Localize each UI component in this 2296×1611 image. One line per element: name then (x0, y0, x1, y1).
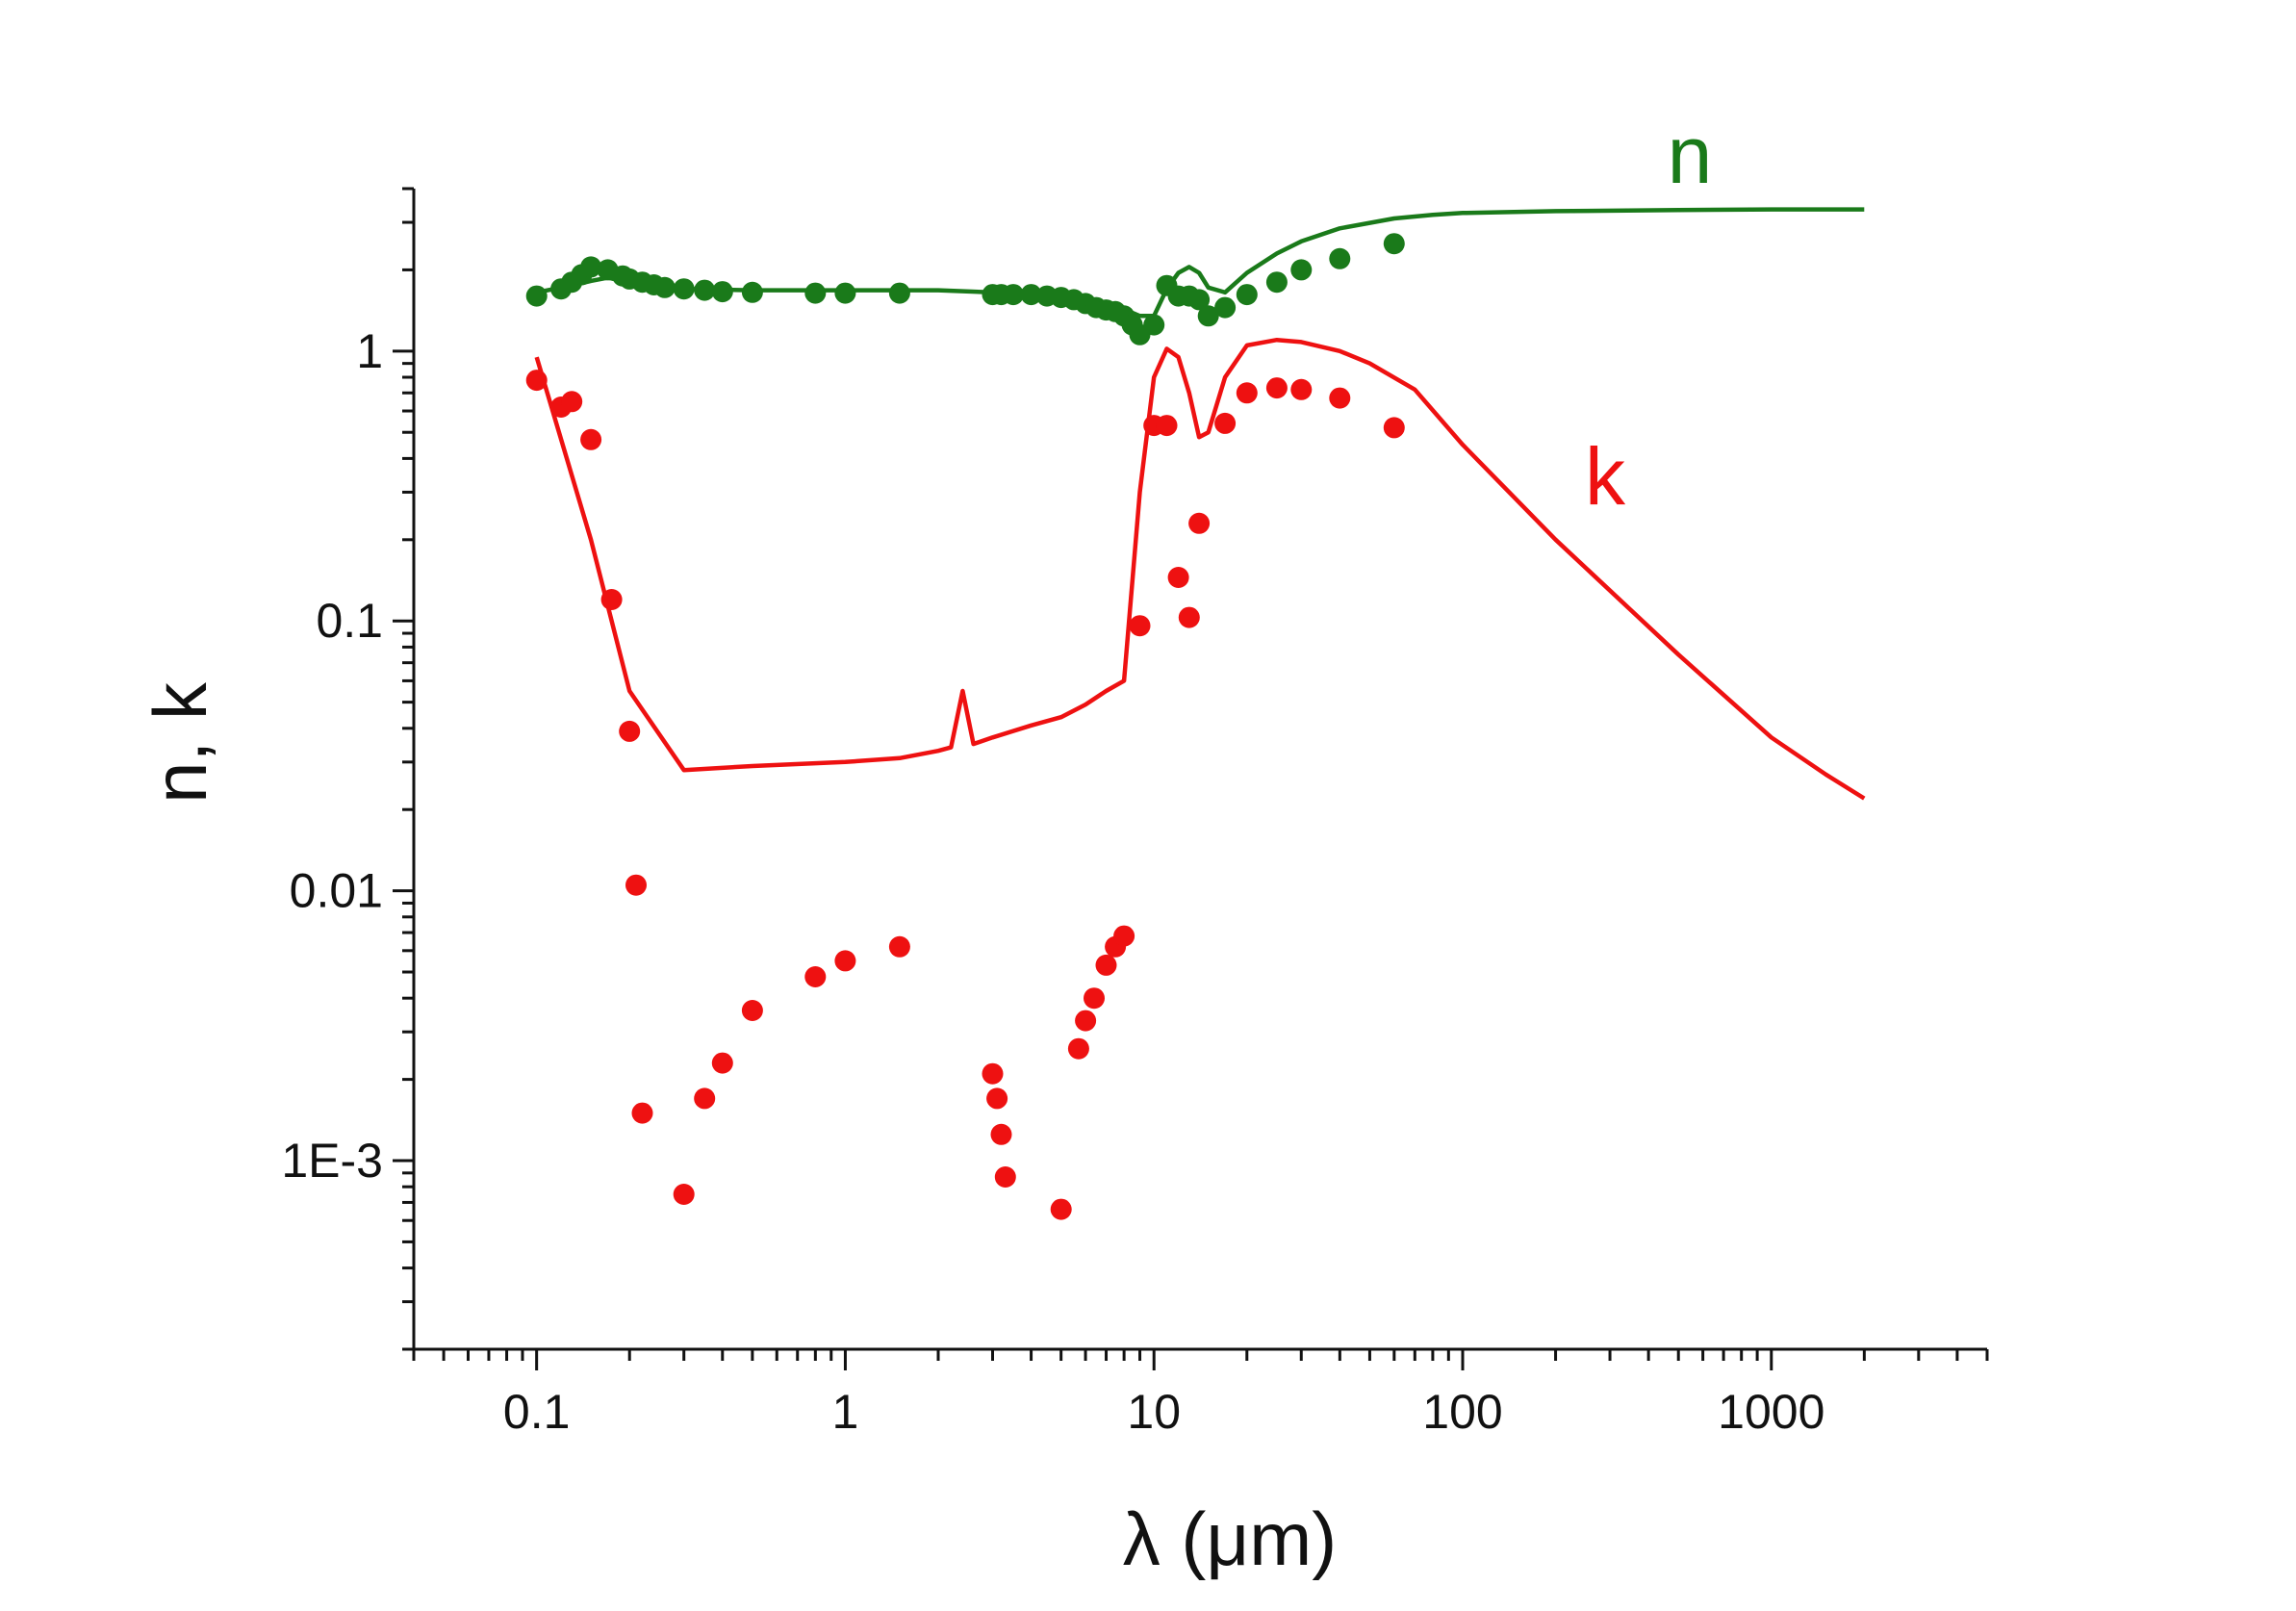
series-k-point (888, 935, 910, 958)
series-k-point (673, 1184, 695, 1205)
series-k-point (1265, 377, 1288, 399)
series-n-point (525, 285, 548, 307)
series-tag-k: k (1585, 431, 1626, 522)
series-k-point (1095, 954, 1117, 976)
series-k-point (1178, 606, 1200, 628)
axes (412, 189, 1987, 1351)
series-n-point (741, 281, 763, 303)
x-tick-label: 100 (1422, 1385, 1502, 1439)
series-n-point (580, 256, 602, 278)
series-n-point (888, 282, 910, 304)
series-k-point (1067, 1037, 1089, 1060)
series-k-point (990, 1123, 1012, 1145)
series-n (525, 207, 1865, 345)
series-n-point (1197, 305, 1219, 327)
series-k-point (1084, 987, 1105, 1010)
series-k-point (631, 1102, 653, 1124)
series-k-point (1214, 412, 1237, 434)
x-tick-label: 10 (1127, 1385, 1181, 1439)
series-n-point (1236, 284, 1258, 306)
series-k-point (625, 874, 647, 896)
series-n-point (653, 276, 676, 298)
series-k-point (982, 1062, 1004, 1085)
series-k-point (834, 950, 856, 972)
series-k-point (1383, 417, 1405, 439)
series-n-point (1214, 296, 1237, 319)
y-tick-label: 1E-3 (281, 1134, 383, 1188)
series-n-point (1188, 289, 1211, 311)
x-ticks: 0.1 1 10 100 1000 (412, 1349, 1989, 1439)
x-tick-label: 0.1 (503, 1385, 571, 1439)
series-k-point (1050, 1198, 1072, 1220)
series-k-point (1329, 387, 1351, 409)
y-tick-label: 1 (356, 324, 383, 378)
x-axis-title: λ (μm) (1123, 1496, 1338, 1581)
series-n-point (1003, 284, 1024, 306)
series-k-point (619, 720, 641, 742)
series-k-point (741, 1000, 763, 1021)
series-n-point (1383, 233, 1405, 255)
series-k-point (1290, 378, 1313, 400)
series-n-point (834, 282, 856, 304)
series-k-line (534, 337, 1866, 801)
y-tick-label: 0.1 (316, 594, 383, 648)
series-k (525, 337, 1866, 1220)
series-k-point (1188, 512, 1211, 534)
y-tick-label: 0.01 (290, 864, 383, 918)
y-axis-title: n, k (138, 681, 222, 804)
series-n-point (1020, 284, 1042, 306)
series-k-point (711, 1052, 733, 1074)
series-n-point (694, 279, 716, 301)
series-tag-n: n (1668, 110, 1713, 200)
series-k-point (986, 1087, 1008, 1110)
series-n-point (1265, 271, 1288, 294)
series-k-point (694, 1087, 716, 1110)
series-k-point (1129, 615, 1151, 637)
series-k-point (994, 1166, 1016, 1188)
series-k-point (525, 370, 548, 392)
series-n-point (711, 281, 733, 303)
series-k-point (1075, 1010, 1097, 1032)
series-k-point (804, 966, 827, 987)
series-n-point (1290, 259, 1313, 281)
series-k-point (1167, 567, 1189, 588)
y-ticks: 1E-3 0.01 0.1 1 (281, 187, 414, 1351)
series-k-point (1156, 415, 1178, 437)
series-k-point (580, 428, 602, 450)
series-k-point (1236, 382, 1258, 404)
series-n-point (1143, 314, 1165, 336)
series-k-point (561, 391, 583, 413)
x-tick-label: 1000 (1718, 1385, 1824, 1439)
series-n-point (673, 278, 695, 300)
series-k-point (600, 589, 623, 610)
series-n-point (1329, 247, 1351, 269)
x-tick-label: 1 (832, 1385, 859, 1439)
series-k-point (1113, 925, 1135, 947)
series-n-point (804, 282, 827, 304)
